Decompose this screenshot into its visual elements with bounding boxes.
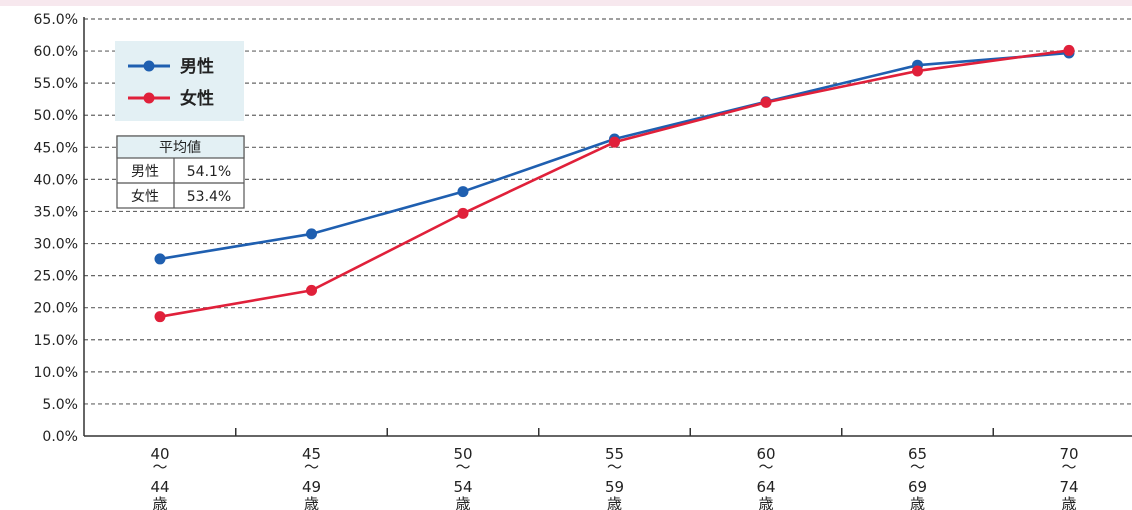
series-line xyxy=(159,51,1070,261)
x-tick-label: 〜 xyxy=(455,458,470,476)
x-tick-label: 60 xyxy=(756,445,775,463)
legend: 男性 女性 xyxy=(115,41,244,121)
average-table-header: 平均値 xyxy=(159,140,201,156)
series-male xyxy=(154,47,1075,265)
data-point xyxy=(457,186,469,198)
y-tick-label: 10.0% xyxy=(34,365,78,381)
x-tick-label: 59 xyxy=(605,478,624,496)
data-point xyxy=(760,96,772,108)
x-tick-label: 40 xyxy=(150,445,169,463)
average-table-value-male: 54.1% xyxy=(187,164,231,180)
top-band xyxy=(0,0,1132,6)
legend-label-male: 男性 xyxy=(180,56,214,77)
x-tick-label: 74 xyxy=(1059,478,1078,496)
x-tick-label: 〜 xyxy=(607,458,622,476)
legend-background xyxy=(115,41,244,121)
y-tick-label: 25.0% xyxy=(34,269,78,285)
data-point xyxy=(154,311,166,323)
x-tick-label: 〜 xyxy=(758,458,773,476)
y-tick-label: 15.0% xyxy=(34,333,78,349)
x-tick-label: 歳 xyxy=(152,495,167,510)
average-table-value-female: 53.4% xyxy=(187,189,231,205)
y-tick-label: 30.0% xyxy=(34,237,78,253)
x-tick-label: 69 xyxy=(908,478,927,496)
legend-marker-male xyxy=(143,60,155,72)
x-tick-label: 〜 xyxy=(1061,458,1076,476)
x-tick-label: 50 xyxy=(453,445,472,463)
y-tick-label: 0.0% xyxy=(42,429,78,445)
y-tick-label: 45.0% xyxy=(34,140,78,156)
data-point xyxy=(1063,44,1075,56)
x-tick-label: 65 xyxy=(908,445,927,463)
average-table: 平均値 男性 54.1% 女性 53.4% xyxy=(116,135,245,209)
legend-label-female: 女性 xyxy=(180,88,214,109)
y-tick-label: 65.0% xyxy=(34,12,78,28)
x-tick-labels: 40〜44歳45〜49歳50〜54歳55〜59歳60〜64歳65〜69歳70〜7… xyxy=(150,445,1078,510)
x-tick-label: 44 xyxy=(150,478,169,496)
x-tick-label: 歳 xyxy=(758,495,773,510)
data-point xyxy=(609,136,620,148)
y-tick-label: 60.0% xyxy=(34,44,78,60)
series-line xyxy=(159,49,1070,318)
x-tick-label: 歳 xyxy=(607,495,622,510)
x-tick-label: 〜 xyxy=(152,458,167,476)
x-tick-label: 歳 xyxy=(1061,495,1076,510)
data-point xyxy=(457,207,469,219)
axes xyxy=(83,17,1132,437)
y-tick-label: 5.0% xyxy=(42,397,78,413)
x-tick-label: 64 xyxy=(756,478,775,496)
y-tick-label: 35.0% xyxy=(34,204,78,220)
data-point xyxy=(306,228,317,240)
series-layer xyxy=(154,44,1075,323)
y-tick-label: 20.0% xyxy=(34,301,78,317)
data-point xyxy=(912,65,923,77)
data-point xyxy=(306,284,317,296)
y-tick-label: 50.0% xyxy=(34,108,78,124)
y-tick-labels: 0.0% 5.0% 10.0% 15.0% 20.0% 25.0% 30.0% 35.0% 40… xyxy=(34,12,78,445)
x-tick-label: 歳 xyxy=(304,495,319,510)
x-tick-label: 〜 xyxy=(304,458,319,476)
y-tick-label: 40.0% xyxy=(34,172,78,188)
average-table-header-cell xyxy=(116,135,245,159)
average-table-label-male: 男性 xyxy=(131,164,159,180)
y-tick-label: 55.0% xyxy=(34,76,78,92)
legend-marker-female xyxy=(143,92,155,104)
series-female xyxy=(154,44,1075,323)
x-tick-label: 歳 xyxy=(455,495,470,510)
x-tick-label: 歳 xyxy=(910,495,925,510)
x-tick-label: 54 xyxy=(453,478,472,496)
x-tick-label: 70 xyxy=(1059,445,1078,463)
average-table-label-female: 女性 xyxy=(131,188,159,205)
data-point xyxy=(154,253,166,265)
x-tick-label: 49 xyxy=(302,478,321,496)
x-tick-label: 55 xyxy=(605,445,624,463)
x-tick-label: 45 xyxy=(302,445,321,463)
x-tick-label: 〜 xyxy=(910,458,925,476)
